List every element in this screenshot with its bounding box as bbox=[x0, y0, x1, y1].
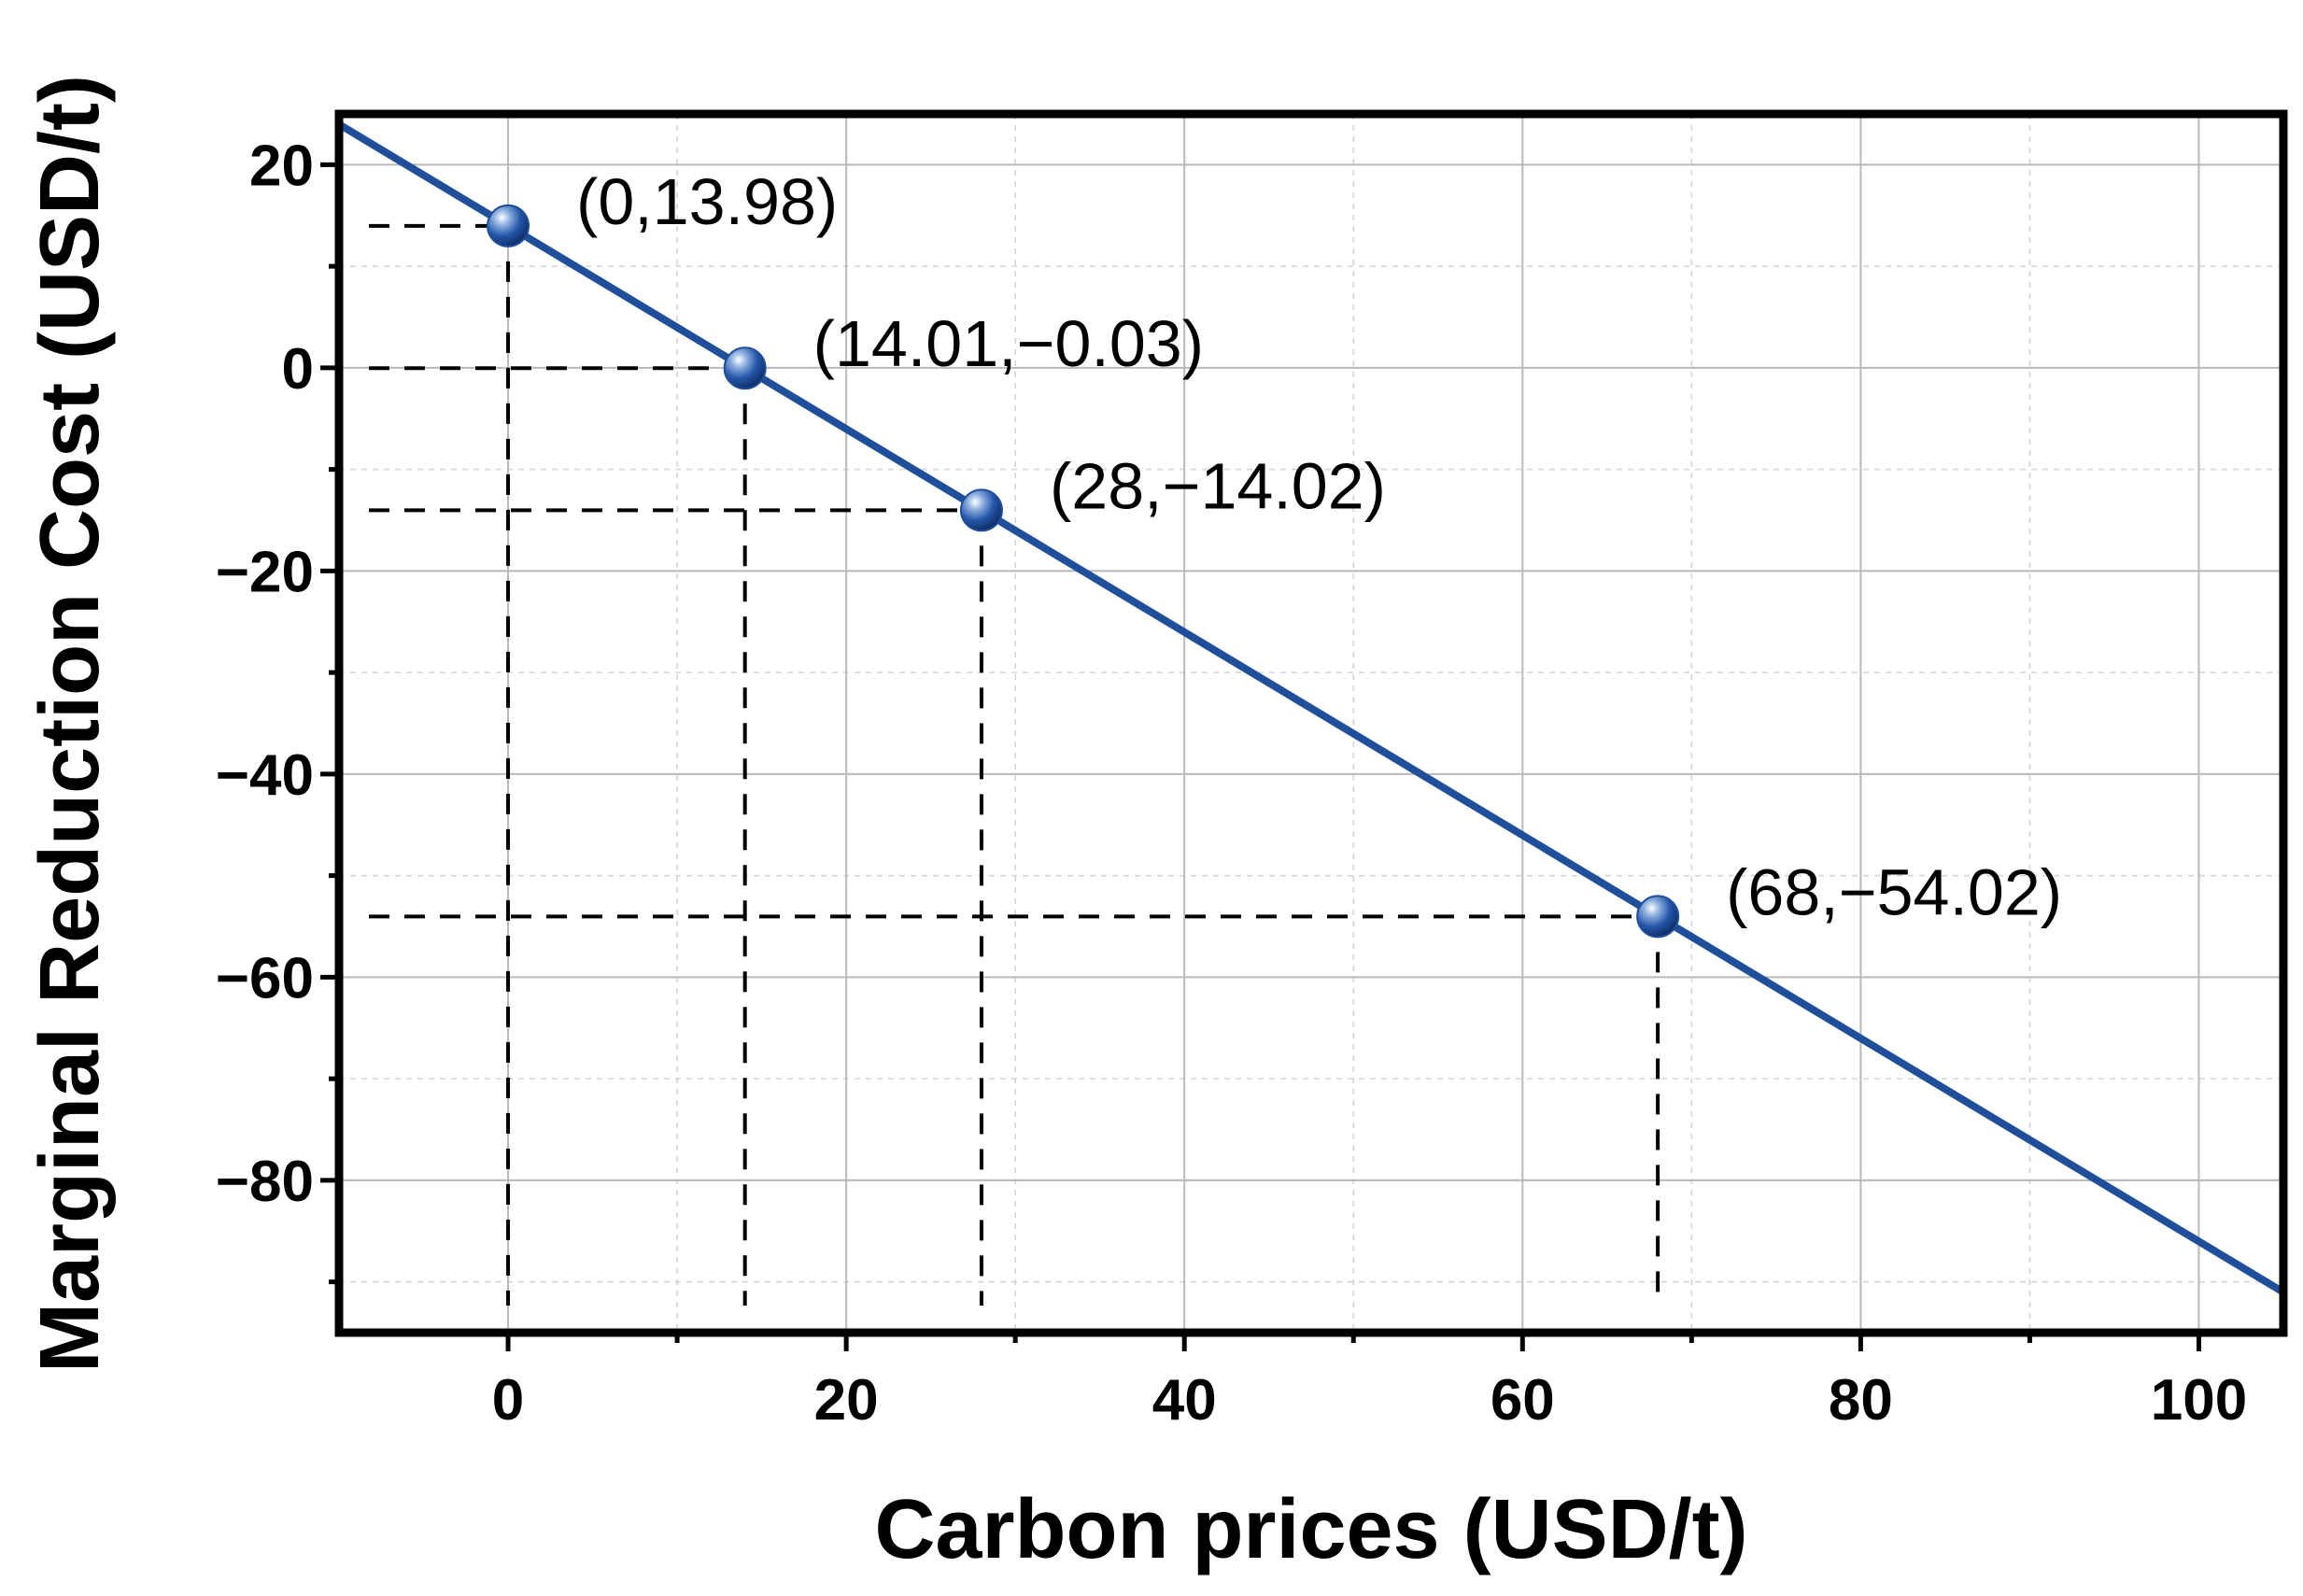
y-tick-label: 0 bbox=[282, 337, 314, 402]
data-point-label: (28,−14.02) bbox=[1050, 449, 1386, 522]
y-tick-label: −60 bbox=[216, 946, 314, 1010]
x-tick-label: 20 bbox=[814, 1368, 879, 1433]
y-tick-label: −20 bbox=[216, 540, 314, 604]
y-axis-title: Marginal Reduction Cost (USD/t) bbox=[23, 75, 117, 1373]
y-tick-label: 20 bbox=[249, 134, 314, 198]
data-point bbox=[1636, 895, 1680, 939]
x-axis-title: Carbon prices (USD/t) bbox=[874, 1483, 1747, 1576]
x-tick-label: 40 bbox=[1152, 1368, 1217, 1433]
tick-labels: 0 20 40 60 80 100 20 0 −20 −40 −60 −80 bbox=[216, 134, 2247, 1433]
y-tick-label: −40 bbox=[216, 743, 314, 808]
x-tick-label: 100 bbox=[2151, 1368, 2247, 1433]
x-tick-label: 60 bbox=[1491, 1368, 1555, 1433]
y-tick-label: −80 bbox=[216, 1150, 314, 1214]
data-point-label: (0,13.98) bbox=[576, 165, 838, 238]
x-tick-label: 80 bbox=[1829, 1368, 1893, 1433]
grid bbox=[339, 114, 2283, 1333]
x-tick-label: 0 bbox=[492, 1368, 524, 1433]
data-point-label: (14.01,−0.03) bbox=[813, 307, 1204, 380]
point-labels: (0,13.98) (14.01,−0.03) (28,−14.02) (68,−54… bbox=[576, 165, 2062, 929]
data-point bbox=[723, 346, 767, 390]
data-points bbox=[487, 204, 1680, 939]
guide-lines bbox=[369, 223, 1660, 1306]
axis-ticks bbox=[320, 162, 2201, 1351]
series-line bbox=[339, 120, 2283, 1296]
data-point bbox=[959, 488, 1003, 532]
data-point bbox=[487, 204, 530, 247]
plot-frame bbox=[334, 109, 2288, 1337]
data-point-label: (68,−54.02) bbox=[1726, 855, 2062, 928]
series-line-layer bbox=[339, 120, 2283, 1296]
